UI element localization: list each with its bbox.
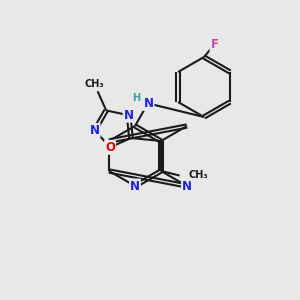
Text: N: N xyxy=(124,109,134,122)
Text: N: N xyxy=(143,97,154,110)
Text: N: N xyxy=(182,179,192,193)
Text: O: O xyxy=(105,141,115,154)
Text: H: H xyxy=(132,93,140,103)
Text: N: N xyxy=(90,124,100,137)
Text: CH₃: CH₃ xyxy=(189,170,208,181)
Text: N: N xyxy=(130,179,140,193)
Text: CH₃: CH₃ xyxy=(85,80,104,89)
Text: F: F xyxy=(211,38,218,52)
